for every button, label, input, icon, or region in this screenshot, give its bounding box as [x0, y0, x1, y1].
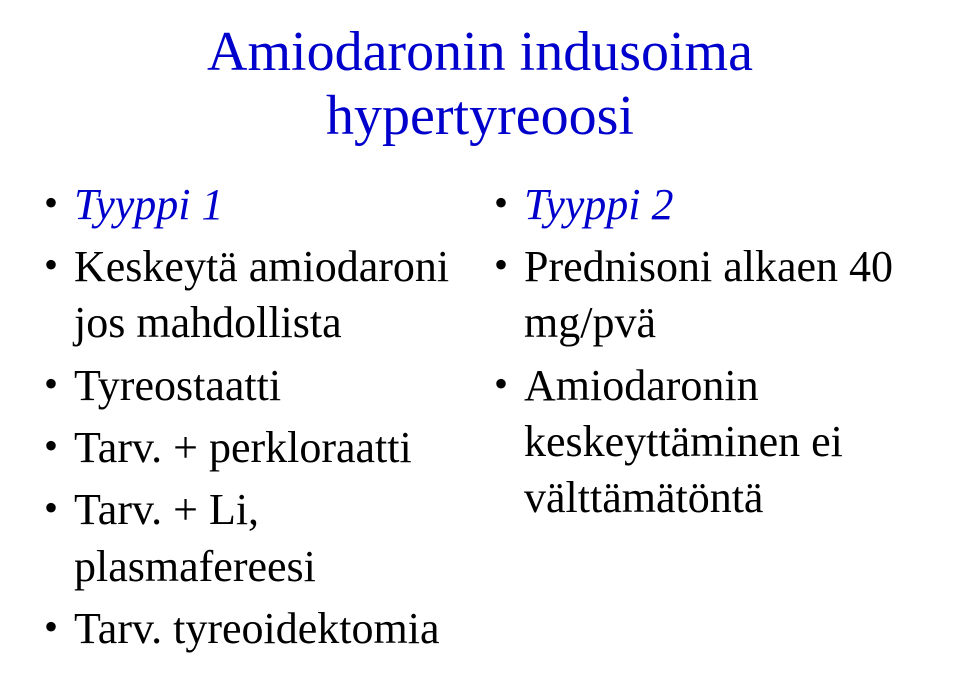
right-column: Tyyppi 2 Prednisoni alkaen 40 mg/pvä Ami… [490, 177, 920, 664]
list-item-text: Amiodaronin keskeyttäminen ei välttämätö… [524, 361, 843, 523]
list-item: Tyyppi 1 [40, 177, 470, 233]
list-item: Keskeytä amiodaroni jos mahdollista [40, 239, 470, 352]
list-item-text: Keskeytä amiodaroni jos mahdollista [74, 242, 449, 347]
right-bullet-list: Tyyppi 2 Prednisoni alkaen 40 mg/pvä Ami… [490, 177, 920, 527]
list-item-text: Tarv. + Li, plasmafereesi [74, 485, 316, 590]
type-heading: Tyyppi 2 [524, 180, 674, 229]
list-item: Tarv. + Li, plasmafereesi [40, 482, 470, 595]
slide: Amiodaronin indusoima hypertyreoosi Tyyp… [0, 0, 960, 693]
list-item-text: Prednisoni alkaen 40 mg/pvä [524, 242, 893, 347]
list-item: Prednisoni alkaen 40 mg/pvä [490, 239, 920, 352]
list-item: Amiodaronin keskeyttäminen ei välttämätö… [490, 358, 920, 527]
left-bullet-list: Tyyppi 1 Keskeytä amiodaroni jos mahdoll… [40, 177, 470, 658]
title-line-2: hypertyreoosi [40, 84, 920, 148]
left-column: Tyyppi 1 Keskeytä amiodaroni jos mahdoll… [40, 177, 470, 664]
columns: Tyyppi 1 Keskeytä amiodaroni jos mahdoll… [40, 177, 920, 664]
list-item: Tyreostaatti [40, 358, 470, 414]
list-item-text: Tarv. tyreoidektomia [74, 604, 440, 653]
list-item: Tyyppi 2 [490, 177, 920, 233]
title-line-1: Amiodaronin indusoima [40, 20, 920, 84]
list-item-text: Tarv. + perkloraatti [74, 423, 412, 472]
list-item: Tarv. + perkloraatti [40, 420, 470, 476]
list-item: Tarv. tyreoidektomia [40, 601, 470, 657]
list-item-text: Tyreostaatti [74, 361, 281, 410]
type-heading: Tyyppi 1 [74, 180, 224, 229]
slide-title: Amiodaronin indusoima hypertyreoosi [40, 20, 920, 149]
